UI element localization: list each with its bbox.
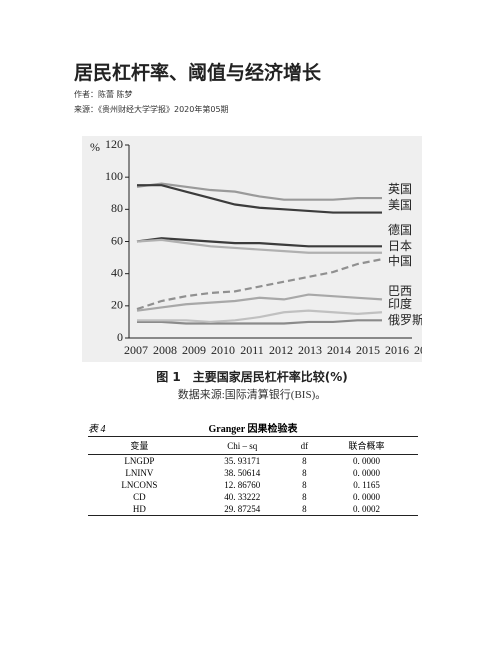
chart: % 0 20 40 60 80 100 120 2007 2008 2009 2010 2011 201…	[82, 136, 422, 362]
y-tick-label: 0	[117, 330, 123, 344]
doc-title: 居民杠杆率、阈值与经济增长	[74, 62, 322, 84]
series-line	[136, 182, 382, 201]
table-cell: 8	[302, 492, 307, 502]
table-row: LNGDP 35. 93171 8 0. 0000	[88, 455, 418, 468]
table-row: HD 29. 87254 8 0. 0002	[88, 503, 418, 516]
table-header: 变量 Chi – sq df 联合概率	[88, 436, 418, 455]
figure-caption: 图 1 主要国家居民杠杆率比较(%)	[156, 370, 348, 384]
x-tick-label: 2013	[298, 343, 322, 357]
table-cell: 35. 93171	[224, 456, 261, 466]
y-tick-label: 40	[111, 265, 123, 279]
table-title: Granger 因果检验表	[208, 424, 298, 435]
source: 来源：《贵州财经大学学报》2020年第05期	[74, 105, 229, 114]
table-cell: LNCONS	[121, 480, 158, 490]
series-line	[136, 258, 383, 311]
series-line	[137, 309, 383, 324]
series-line	[136, 293, 383, 312]
x-tick-label: 2007	[124, 343, 148, 357]
table-cell: CD	[133, 492, 146, 502]
series-line	[137, 319, 382, 325]
table-cell: 0. 0000	[353, 492, 381, 502]
x-tick-label: 2015	[356, 343, 380, 357]
column-header: 变量	[88, 436, 191, 455]
x-tick-label: 2016	[385, 343, 409, 357]
table-row: LNINV 38. 50614 8 0. 0000	[88, 467, 418, 479]
column-header: 联合概率	[315, 436, 418, 455]
y-tick-label: 60	[111, 233, 123, 247]
table-cell: 0. 0000	[353, 456, 381, 466]
table-label: 表 4	[88, 424, 106, 435]
series-line	[136, 237, 382, 248]
series-label: 德国	[388, 222, 412, 237]
table-cell: 29. 87254	[190, 503, 294, 516]
y-tick-label: 20	[111, 298, 123, 312]
x-tick-label: 2017	[414, 343, 422, 357]
series-label: 巴西	[388, 284, 412, 298]
figure-source: 数据来源:国际清算银行(BIS)。	[177, 389, 327, 401]
table-body: LNGDP 35. 93171 8 0. 0000 LNINV 38. 50614 8 0. …	[88, 455, 418, 516]
table-cell: 8	[302, 456, 307, 466]
table-cell: LNINV	[125, 468, 154, 478]
table-cell: HD	[88, 503, 191, 516]
table-row: LNCONS 12. 86760 8 0. 1165	[88, 479, 418, 491]
y-tick-label: 120	[105, 137, 123, 151]
table-cell: 38. 50614	[224, 468, 261, 478]
table-cell: 12. 86760	[224, 480, 261, 490]
table-cell: LNGDP	[124, 456, 155, 466]
x-tick-label: 2011	[240, 343, 264, 357]
table-cell: 0. 0000	[353, 468, 381, 478]
table-cell: 40. 33222	[224, 492, 261, 502]
series-label: 英国	[388, 182, 412, 196]
table-cell: 8	[302, 480, 307, 490]
x-tick-label: 2009	[182, 343, 206, 357]
y-axis-label: %	[90, 140, 100, 154]
series-label: 俄罗斯	[388, 313, 422, 327]
series-label: 中国	[388, 253, 412, 268]
table: 变量 Chi – sq df 联合概率 LNGDP 35. 93171 8 0. 0000 LN…	[88, 436, 418, 516]
table-row: CD 40. 33222 8 0. 0000	[88, 491, 418, 503]
series-label: 美国	[388, 198, 412, 212]
column-header: Chi – sq	[190, 436, 294, 455]
table-cell: 0. 0002	[315, 503, 418, 516]
series-label: 日本	[388, 239, 412, 253]
x-tick-label: 2008	[153, 343, 177, 357]
series-line	[137, 184, 382, 214]
series-line	[136, 238, 382, 254]
x-tick-label: 2010	[211, 343, 235, 357]
table-cell: 0. 1165	[353, 480, 380, 490]
x-tick-label: 2012	[269, 343, 293, 357]
x-tick-label: 2014	[327, 343, 351, 357]
column-header: df	[293, 436, 316, 455]
table-cell: 8	[293, 503, 316, 516]
y-tick-label: 100	[105, 169, 123, 183]
y-tick-label: 80	[111, 201, 123, 215]
table-cell: 8	[302, 468, 307, 478]
series-label: 印度	[388, 296, 412, 311]
author: 作者：陈蕾 陈梦	[74, 90, 133, 99]
